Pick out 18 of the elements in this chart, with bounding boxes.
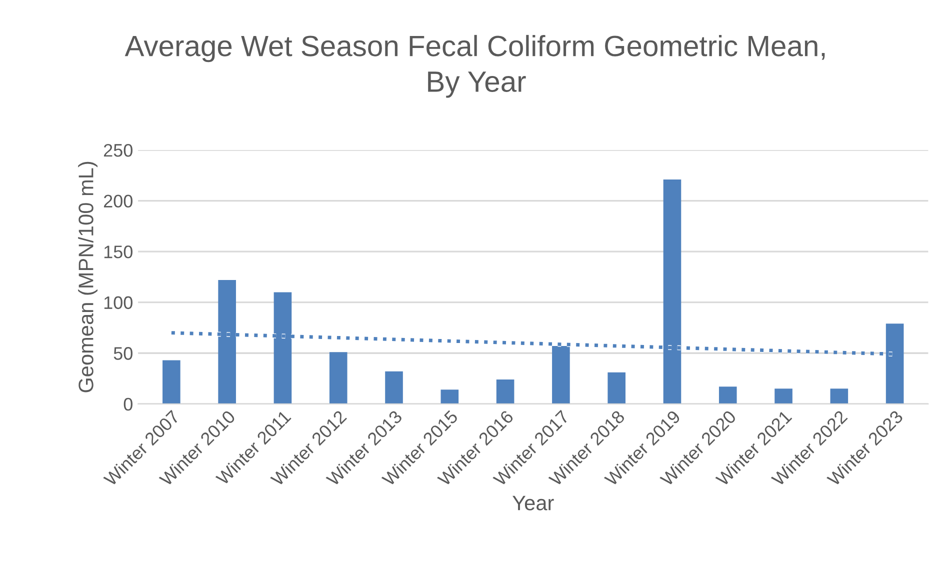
bar: [162, 360, 180, 404]
chart-title: Average Wet Season Fecal Coliform Geometric Mean, By Year: [124, 34, 825, 98]
y-tick-label: 100: [104, 296, 132, 310]
bar: [718, 386, 737, 404]
bar: [774, 388, 792, 404]
bar: [830, 388, 848, 404]
bar: [608, 372, 626, 404]
x-axis-title: Year: [512, 496, 554, 510]
y-tick-label: 0: [124, 398, 132, 411]
y-axis-title: Geomean (MPN/100 mL): [78, 162, 98, 392]
bar: [329, 352, 348, 404]
y-tick-label: 50: [114, 347, 132, 360]
bar: [496, 380, 514, 404]
bar: [385, 371, 403, 404]
y-tick-label: 150: [104, 246, 132, 258]
bar: [440, 390, 459, 404]
y-tick-label: 200: [104, 194, 132, 208]
y-tick-label: 250: [104, 144, 132, 157]
